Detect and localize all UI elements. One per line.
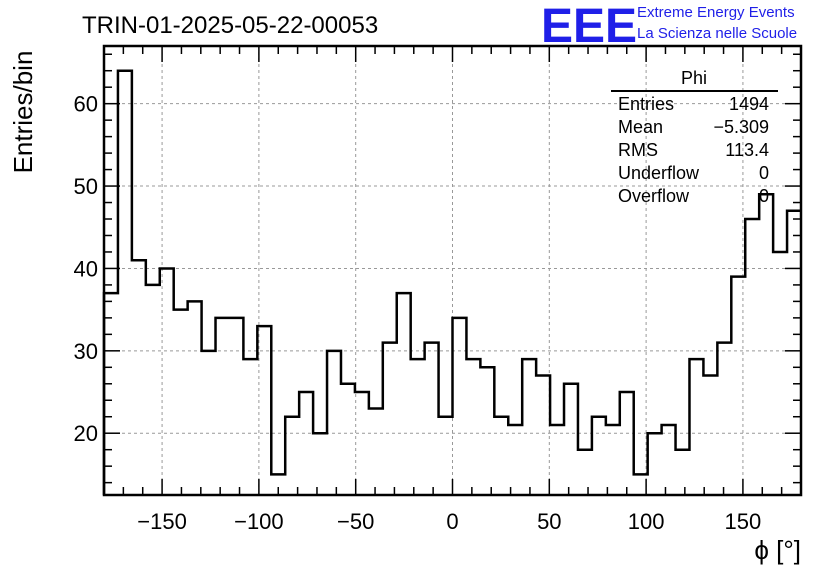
histogram-bar (522, 359, 536, 495)
histogram-bar (188, 301, 202, 495)
x-axis-title: ϕ [°] (754, 535, 801, 565)
stats-label-mean: Mean (618, 117, 663, 137)
x-tick-label: 50 (537, 509, 561, 534)
stats-label-entries: Entries (618, 94, 674, 114)
histogram-bar (355, 392, 369, 495)
histogram-bar (773, 252, 787, 495)
histogram-bar (717, 343, 731, 495)
x-tick-label: 100 (628, 509, 665, 534)
y-tick-label: 60 (74, 92, 98, 117)
histogram-bar (759, 194, 773, 495)
chart-title: TRIN-01-2025-05-22-00053 (82, 12, 378, 39)
stats-value-underflow: 0 (759, 163, 769, 183)
histogram-bar (536, 376, 550, 495)
y-tick-labels: 20 30 40 50 60 (74, 92, 98, 447)
histogram-bar (453, 318, 467, 495)
histogram-bar (383, 343, 397, 495)
histogram-bar (508, 425, 522, 495)
histogram-bar (341, 384, 355, 495)
histogram-bar (411, 359, 425, 495)
logo-line-1: Extreme Energy Events (637, 4, 795, 21)
stats-value-rms: 113.4 (725, 140, 769, 160)
histogram-bar (271, 474, 285, 495)
y-tick-label: 50 (74, 174, 98, 199)
logo-line-2: La Scienza nelle Scuole (637, 25, 797, 42)
histogram-bar (174, 310, 188, 495)
histogram-bar (216, 318, 230, 495)
y-tick-label: 20 (74, 421, 98, 446)
histogram-bar (606, 425, 620, 495)
histogram-outline (102, 69, 801, 495)
x-tick-label: −100 (234, 509, 284, 534)
histogram-bar (494, 417, 508, 495)
histogram-bar (676, 450, 690, 495)
logo-mark: EEE (541, 0, 637, 53)
histogram-bar (439, 417, 453, 495)
histogram-bar (285, 417, 299, 495)
histogram-bar (132, 260, 146, 495)
histogram-bar (146, 285, 160, 495)
histogram-bar (648, 433, 662, 495)
stats-value-entries: 1494 (729, 94, 769, 114)
histogram-bar (564, 384, 578, 495)
stats-label-rms: RMS (618, 140, 658, 160)
stats-value-mean: −5.309 (713, 117, 769, 137)
histogram-bar (257, 326, 271, 495)
histogram-bar (787, 211, 801, 495)
y-axis-title: Entries/bin (8, 51, 38, 174)
histogram-bar (327, 351, 341, 495)
y-tick-label: 40 (74, 256, 98, 281)
histogram-bar (592, 417, 606, 495)
stats-name: Phi (681, 68, 707, 88)
x-tick-labels: −150 −100 −50 0 50 100 150 (137, 509, 761, 534)
histogram-bar (550, 425, 564, 495)
histogram-bar (703, 376, 717, 495)
histogram-bar (229, 318, 243, 495)
histogram-bar (425, 343, 439, 495)
eee-logo: EEE Extreme Energy Events La Scienza nel… (541, 0, 797, 53)
histogram-bar (634, 474, 648, 495)
histogram-bar (369, 408, 383, 495)
histogram-bar (243, 359, 257, 495)
histogram-bar (480, 367, 494, 495)
x-tick-label: −50 (337, 509, 374, 534)
histogram-bar (313, 433, 327, 495)
histogram-bar (160, 268, 174, 495)
histogram-bar (689, 359, 703, 495)
histogram-bar (578, 450, 592, 495)
x-tick-label: 0 (446, 509, 458, 534)
histogram-bar (731, 277, 745, 495)
x-tick-label: −150 (137, 509, 187, 534)
plot-frame (102, 44, 803, 497)
histogram-bar (397, 293, 411, 495)
histogram-bar (662, 425, 676, 495)
histogram-bar (745, 219, 759, 495)
stats-box: Phi Entries 1494 Mean −5.309 RMS 113.4 U… (611, 68, 778, 206)
histogram-bar (104, 293, 118, 495)
histogram-bar (299, 392, 313, 495)
histogram-bar (118, 71, 132, 495)
histogram-bar (466, 359, 480, 495)
y-tick-label: 30 (74, 339, 98, 364)
stats-value-overflow: 0 (759, 186, 769, 206)
histogram-bar (620, 392, 634, 495)
axis-ticks (104, 46, 801, 495)
stats-label-overflow: Overflow (618, 186, 690, 206)
histogram-bar (202, 351, 216, 495)
stats-label-underflow: Underflow (618, 163, 700, 183)
x-tick-label: 150 (725, 509, 762, 534)
